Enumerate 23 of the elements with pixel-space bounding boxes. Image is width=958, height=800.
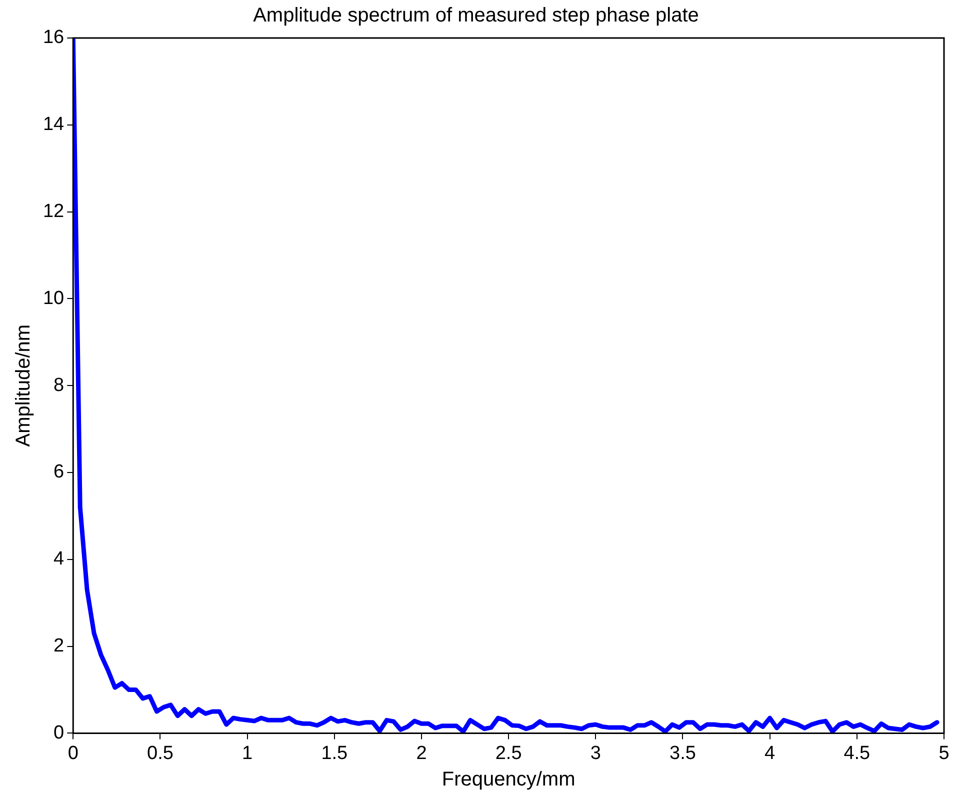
y-tick-label: 8 <box>54 374 64 396</box>
y-tick-label: 12 <box>42 201 64 222</box>
y-tick-label: 16 <box>42 27 64 48</box>
y-tick-label: 14 <box>42 114 65 136</box>
x-tick-label: 3 <box>590 742 601 764</box>
y-tick-label: 0 <box>54 722 64 744</box>
x-tick-label: 2.5 <box>495 742 522 764</box>
y-axis-title: Amplitude/nm <box>12 324 35 447</box>
x-tick-label: 1 <box>242 742 253 764</box>
y-tick-label: 10 <box>42 288 64 309</box>
y-tick-label: 6 <box>54 462 64 483</box>
x-tick-label: 1.5 <box>321 742 348 764</box>
chart-title: Amplitude spectrum of measured step phase plate <box>253 4 699 27</box>
x-tick-label: 3.5 <box>670 742 696 764</box>
x-tick-label: 4.5 <box>844 742 870 764</box>
y-tick-label: 2 <box>54 636 64 657</box>
x-tick-label: 4 <box>764 742 776 764</box>
x-tick-label: 5 <box>938 742 950 764</box>
x-tick-label: 0 <box>68 742 78 764</box>
y-tick-label: 4 <box>54 548 65 570</box>
x-tick-label: 2 <box>416 742 427 764</box>
x-axis-title: Frequency/mm <box>442 768 576 791</box>
x-tick-label: 0.5 <box>147 742 174 764</box>
